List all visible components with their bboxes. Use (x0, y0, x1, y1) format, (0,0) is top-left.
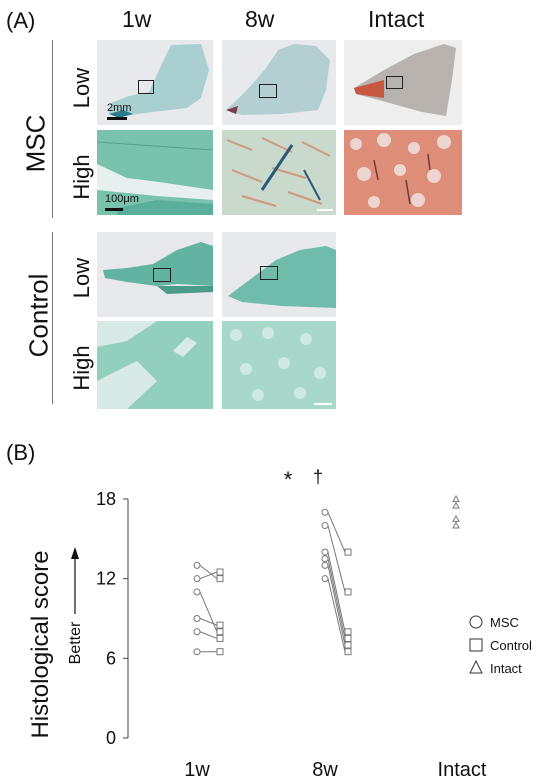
scale-bar-white (314, 403, 332, 405)
scale-label-low: 2mm (107, 102, 132, 114)
micrograph-control-high-1w (97, 321, 213, 409)
pair-line (199, 591, 218, 632)
legend-label-msc: MSC (490, 615, 519, 630)
row-label-msc-low: Low (69, 67, 94, 109)
control-point (344, 634, 352, 642)
control-point (216, 568, 224, 576)
direction-label: Better (67, 621, 84, 664)
legend-marker-intact (469, 659, 483, 674)
significance-asterisk: * (284, 467, 293, 492)
msc-point (321, 561, 329, 569)
control-point (216, 621, 224, 629)
control-point (216, 628, 224, 636)
roi-box (259, 84, 277, 98)
micrograph-msc-high-1w: 100μm (97, 130, 213, 215)
msc-point (193, 615, 201, 622)
group-divider-msc (52, 40, 53, 218)
pair-line (327, 558, 346, 639)
msc-point (321, 508, 329, 516)
group-divider-control (52, 232, 53, 404)
msc-point (193, 561, 201, 569)
legend-marker-control (469, 638, 483, 652)
control-point (344, 628, 352, 636)
micrograph-control-high-8w (222, 321, 336, 409)
pair-line (199, 618, 218, 626)
roi-box (260, 266, 278, 280)
x-category-label: Intact (438, 759, 487, 779)
msc-point (193, 628, 201, 636)
roi-box (386, 76, 403, 89)
intact-point (452, 514, 460, 522)
significance-dagger: † (313, 467, 323, 487)
scale-bar-white (317, 209, 333, 211)
msc-point (321, 548, 329, 556)
legend-label-intact: Intact (490, 661, 522, 676)
intact-point (452, 521, 460, 529)
row-label-control-low: Low (69, 257, 94, 299)
control-point (344, 648, 352, 656)
micrograph-msc-low-1w: 2mm (97, 40, 213, 125)
histological-score-chart: 0 6 12 18 Histological score Better 1w 8w Intact… (27, 467, 532, 779)
row-label-msc-high: High (69, 154, 94, 200)
pair-line (327, 578, 346, 652)
pair-line (327, 552, 346, 632)
micrograph-control-low-1w (97, 232, 213, 317)
y-axis-label: Histological score (27, 550, 54, 738)
x-category-label: 1w (184, 759, 210, 779)
panel-a-label: (A) (6, 8, 36, 33)
column-head-intact: Intact (368, 6, 425, 32)
legend-marker-msc (469, 615, 483, 629)
y-tick-label: 18 (96, 489, 116, 509)
pair-line (327, 525, 346, 593)
y-tick-label: 6 (106, 648, 116, 668)
column-head-8w: 8w (245, 6, 275, 32)
msc-point (193, 588, 201, 596)
msc-point (321, 555, 329, 563)
control-point (216, 634, 224, 642)
panel-b-label: (B) (6, 440, 36, 465)
column-head-1w: 1w (122, 6, 152, 32)
msc-point (193, 575, 201, 583)
micrograph-control-low-8w (222, 232, 336, 317)
roi-box (153, 268, 171, 282)
control-point (216, 575, 224, 583)
pair-line (327, 512, 346, 553)
legend-label-control: Control (490, 638, 532, 653)
pair-line (199, 571, 218, 580)
scale-label-high: 100μm (105, 193, 139, 205)
intact-point (452, 494, 460, 502)
micrograph-intact-low (344, 40, 462, 125)
control-point (216, 648, 224, 656)
group-label-msc: MSC (20, 114, 51, 173)
micrograph-msc-low-8w (222, 40, 336, 125)
direction-arrow-head (71, 547, 79, 559)
control-point (344, 548, 352, 556)
msc-point (321, 522, 329, 530)
row-label-control-high: High (69, 345, 94, 391)
x-category-label: 8w (312, 759, 338, 779)
intact-point (452, 501, 460, 509)
msc-point (193, 648, 201, 656)
msc-point (321, 575, 329, 583)
y-tick-label: 0 (106, 728, 116, 748)
group-label-control: Control (23, 273, 54, 358)
pair-line (327, 565, 346, 646)
control-point (344, 588, 352, 596)
scale-bar-low (107, 117, 127, 120)
control-point (344, 641, 352, 649)
micrograph-intact-high (344, 130, 462, 215)
scale-bar-high (105, 208, 123, 211)
micrograph-msc-high-8w (222, 130, 336, 215)
y-tick-label: 12 (96, 569, 116, 589)
roi-box (138, 80, 154, 94)
pair-line (199, 564, 218, 580)
pair-line (199, 631, 218, 639)
